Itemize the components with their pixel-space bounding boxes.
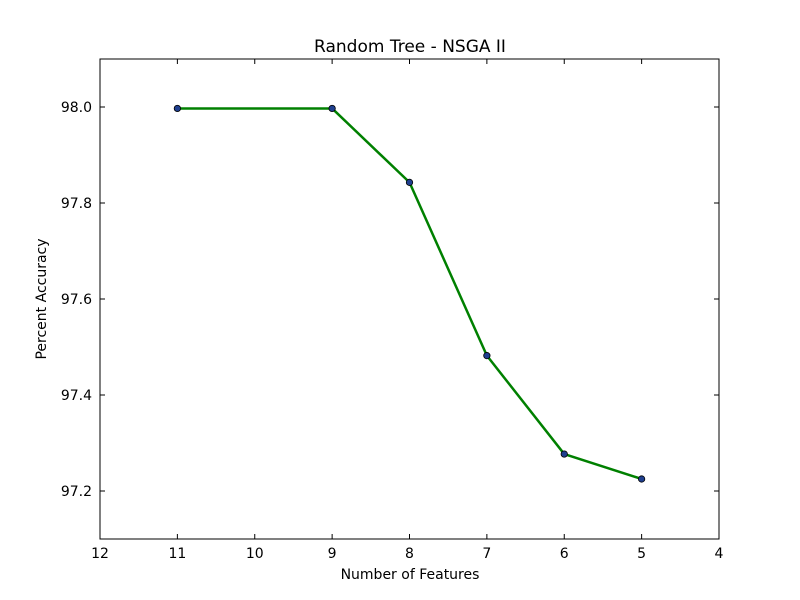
x-tick-label: 9 <box>328 546 337 562</box>
x-tick-label: 6 <box>560 546 569 562</box>
x-tick-label: 5 <box>637 546 646 562</box>
plot-area: 12 11 10 9 8 7 6 5 4 97.2 97.4 97.6 97.8 98.0 <box>61 58 724 562</box>
y-tick-label: 98.0 <box>61 100 92 116</box>
x-tick-label: 10 <box>246 546 264 562</box>
y-axis-title: Percent Accuracy <box>34 238 50 359</box>
data-point <box>328 104 336 113</box>
x-axis-title: Number of Features <box>341 567 480 583</box>
x-tick-label: 11 <box>168 546 186 562</box>
data-point <box>405 178 414 186</box>
x-tick-label: 12 <box>91 546 109 562</box>
plot-frame <box>99 58 720 540</box>
y-tick-label: 97.4 <box>61 388 92 404</box>
y-tick-label: 97.2 <box>61 484 92 500</box>
data-point <box>560 450 568 458</box>
y-tick-label: 97.6 <box>61 292 92 308</box>
data-point <box>483 352 491 360</box>
x-tick-label: 8 <box>405 546 414 562</box>
y-tick-label: 97.8 <box>61 196 92 212</box>
data-point <box>638 475 646 483</box>
x-tick-label: 4 <box>715 546 724 562</box>
data-point <box>173 104 181 113</box>
chart-title: Random Tree - NSGA II <box>314 37 506 57</box>
series-line <box>177 107 643 481</box>
x-tick-label: 7 <box>482 546 491 562</box>
